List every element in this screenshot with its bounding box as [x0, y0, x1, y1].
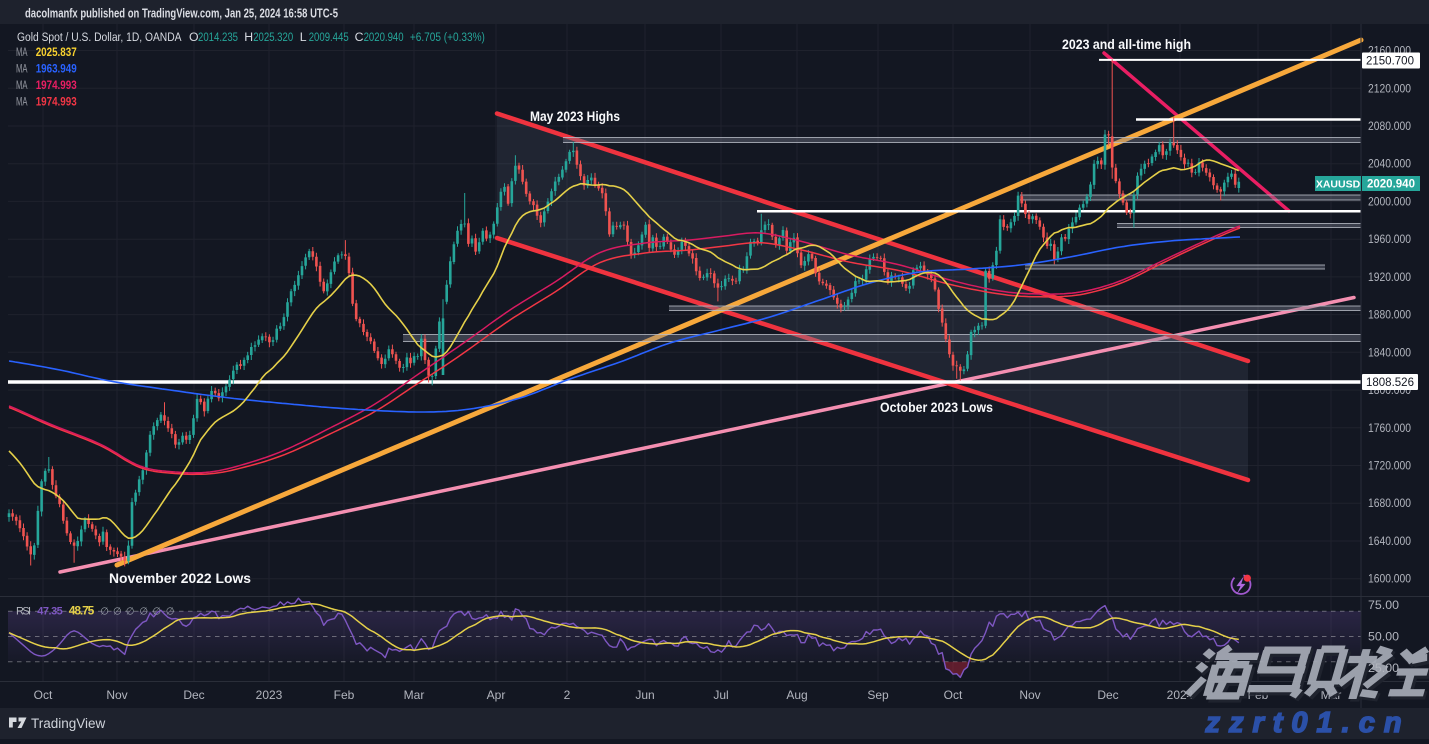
svg-text:2120.000: 2120.000 — [1368, 81, 1411, 95]
svg-text:1840.000: 1840.000 — [1368, 345, 1411, 359]
svg-text:48.75: 48.75 — [69, 604, 95, 618]
svg-text:2020.940: 2020.940 — [1367, 179, 1415, 191]
svg-text:May 2023 Highs: May 2023 Highs — [530, 109, 620, 124]
svg-text:Jul: Jul — [713, 688, 728, 702]
svg-text:Sep: Sep — [867, 688, 889, 702]
svg-text:MA: MA — [16, 95, 28, 109]
svg-text:1880.000: 1880.000 — [1368, 308, 1411, 322]
svg-text:2025.837: 2025.837 — [36, 45, 77, 59]
svg-text:Oct: Oct — [944, 688, 963, 702]
svg-text:November 2022 Lows: November 2022 Lows — [109, 571, 251, 586]
svg-text:O: O — [189, 30, 199, 44]
svg-text:2009.445: 2009.445 — [309, 30, 349, 44]
svg-text:Nov: Nov — [106, 688, 127, 702]
svg-text:MA: MA — [16, 45, 28, 59]
svg-text:2080.000: 2080.000 — [1368, 119, 1411, 133]
svg-text:2023: 2023 — [256, 688, 283, 702]
svg-text:∅: ∅ — [166, 607, 175, 618]
svg-text:∅: ∅ — [100, 607, 109, 618]
svg-text:2000.000: 2000.000 — [1368, 194, 1411, 208]
svg-text:Gold Spot / U.S. Dollar, 1D, O: Gold Spot / U.S. Dollar, 1D, OANDA — [17, 30, 182, 44]
svg-text:∅: ∅ — [152, 607, 161, 618]
svg-text:Mar: Mar — [404, 688, 425, 702]
svg-text:50.00: 50.00 — [1368, 630, 1399, 644]
svg-text:1963.949: 1963.949 — [36, 62, 77, 76]
svg-text:Dec: Dec — [1097, 688, 1118, 702]
svg-text:MA: MA — [16, 62, 28, 76]
svg-text:dacolmanfx published on Tradin: dacolmanfx published on TradingView.com,… — [25, 7, 338, 21]
svg-text:1720.000: 1720.000 — [1368, 459, 1411, 473]
svg-text:Oct: Oct — [34, 688, 53, 702]
svg-text:October 2023 Lows: October 2023 Lows — [880, 400, 993, 415]
svg-text:2040.000: 2040.000 — [1368, 157, 1411, 171]
svg-text:1920.000: 1920.000 — [1368, 270, 1411, 284]
svg-text:1680.000: 1680.000 — [1368, 496, 1411, 510]
svg-text:Aug: Aug — [786, 688, 807, 702]
svg-text:TradingView: TradingView — [31, 716, 106, 731]
svg-text:MA: MA — [16, 78, 28, 92]
svg-text:2: 2 — [564, 688, 571, 702]
svg-text:2150.700: 2150.700 — [1366, 56, 1414, 68]
svg-text:47.35: 47.35 — [37, 606, 63, 618]
svg-text:∅: ∅ — [126, 607, 135, 618]
svg-text:Apr: Apr — [487, 688, 506, 702]
svg-text:C: C — [355, 30, 364, 44]
svg-text:Dec: Dec — [183, 688, 204, 702]
svg-text:H: H — [244, 30, 253, 44]
svg-text:1600.000: 1600.000 — [1368, 572, 1411, 586]
svg-text:XAUUSD: XAUUSD — [1316, 179, 1361, 191]
svg-text:2025.320: 2025.320 — [253, 30, 293, 44]
svg-text:25.00: 25.00 — [1368, 661, 1399, 675]
svg-text:1760.000: 1760.000 — [1368, 421, 1411, 435]
svg-text:Jun: Jun — [635, 688, 654, 702]
svg-text:1640.000: 1640.000 — [1368, 534, 1411, 548]
svg-text:L: L — [300, 30, 307, 44]
svg-text:1974.993: 1974.993 — [36, 78, 77, 92]
svg-text:RSI: RSI — [16, 606, 31, 618]
svg-text:75.00: 75.00 — [1368, 598, 1399, 612]
svg-text:2023 and all-time high: 2023 and all-time high — [1062, 37, 1191, 52]
svg-text:zzrt01.cn: zzrt01.cn — [1204, 707, 1410, 739]
svg-text:2014.235: 2014.235 — [198, 30, 238, 44]
svg-text:1960.000: 1960.000 — [1368, 232, 1411, 246]
svg-text:∅: ∅ — [139, 607, 148, 618]
svg-text:2020.940: 2020.940 — [364, 30, 404, 44]
svg-text:Nov: Nov — [1019, 688, 1040, 702]
svg-text:∅: ∅ — [113, 607, 122, 618]
svg-text:Feb: Feb — [334, 688, 355, 702]
svg-text:1974.993: 1974.993 — [36, 95, 77, 109]
svg-text:+6.705 (+0.33%): +6.705 (+0.33%) — [410, 30, 485, 44]
svg-text:1808.526: 1808.526 — [1366, 377, 1414, 389]
